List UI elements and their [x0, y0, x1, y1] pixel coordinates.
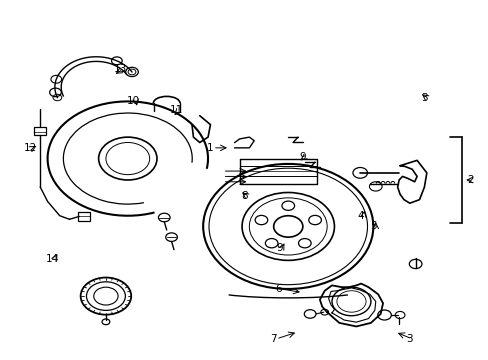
Text: 8: 8 — [241, 191, 247, 201]
Text: 9: 9 — [299, 152, 305, 162]
Text: 7: 7 — [270, 334, 276, 344]
Text: 1: 1 — [207, 143, 213, 153]
Text: 9: 9 — [276, 243, 282, 253]
Text: 4: 4 — [357, 211, 364, 221]
Text: 13: 13 — [114, 64, 127, 74]
Text: 14: 14 — [46, 253, 59, 264]
Text: 12: 12 — [24, 143, 37, 153]
Text: 11: 11 — [169, 105, 183, 115]
Text: 2: 2 — [467, 175, 473, 185]
Text: 5: 5 — [369, 221, 376, 231]
Text: 6: 6 — [275, 284, 281, 294]
Text: 10: 10 — [127, 96, 140, 107]
Text: 3: 3 — [420, 93, 427, 103]
Text: 3: 3 — [406, 334, 412, 344]
